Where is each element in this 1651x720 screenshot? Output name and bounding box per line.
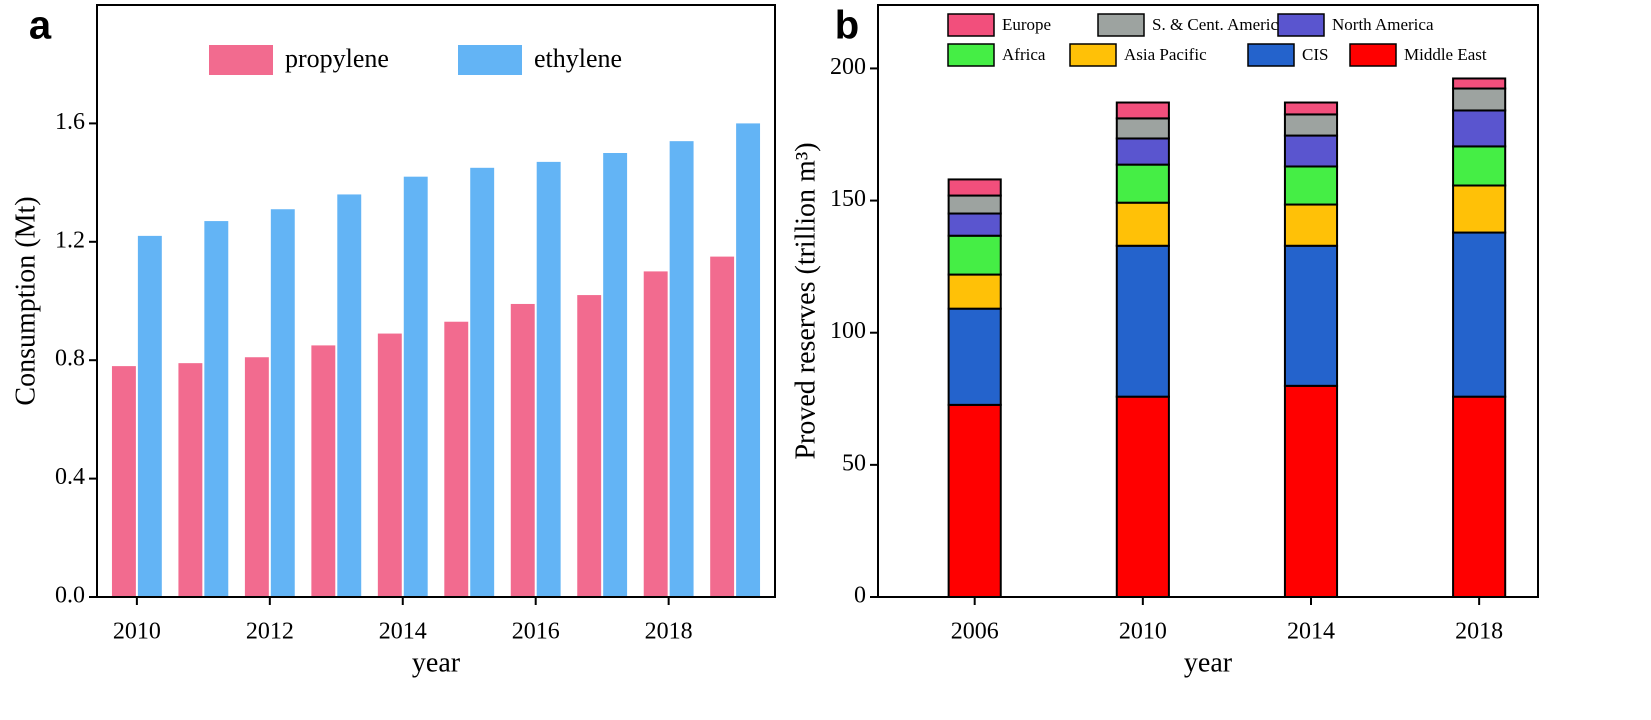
bar xyxy=(736,123,761,598)
bar-segment xyxy=(1452,77,1507,90)
panel: 0 50 100 150 200 2006 2010 2014 2018 Europe S. & C… xyxy=(790,4,1539,678)
y-tick-label: 1.6 xyxy=(55,109,85,135)
bar xyxy=(377,333,402,597)
bar-segment xyxy=(947,307,1002,406)
legend-label: ethylene xyxy=(534,44,622,73)
bar-segment xyxy=(1283,113,1339,137)
bar xyxy=(111,366,136,597)
y-tick-label: 150 xyxy=(830,186,866,212)
legend-swatch xyxy=(947,13,995,37)
bar xyxy=(710,256,735,597)
bar-segment xyxy=(1452,395,1507,598)
bar xyxy=(403,176,428,597)
x-tick-label: 2018 xyxy=(1455,619,1503,645)
y-tick-label: 200 xyxy=(830,54,866,80)
bar-segment xyxy=(1452,231,1507,398)
plot-frame xyxy=(877,4,1539,598)
legend-swatch xyxy=(1247,43,1295,67)
x-axis-title: year xyxy=(1184,647,1233,678)
legend-swatch xyxy=(1349,43,1397,67)
x-tick-label: 2016 xyxy=(512,619,560,645)
legend-label: North America xyxy=(1332,15,1434,34)
bar xyxy=(270,209,295,598)
y-axis-title: Consumption (Mt) xyxy=(10,196,41,405)
bar-segment xyxy=(1452,109,1507,148)
legend-swatch xyxy=(1069,43,1117,67)
y-tick-label: 0.4 xyxy=(55,464,85,490)
legend-label: Africa xyxy=(1002,45,1046,64)
x-tick-label: 2006 xyxy=(951,619,999,645)
plot-frame xyxy=(96,4,776,598)
bar-segment xyxy=(1283,101,1339,116)
bar-segment xyxy=(1115,137,1170,166)
bar-segment xyxy=(1115,201,1170,247)
panel: 0.0 0.4 0.8 1.2 1.6 2010 2012 2014 2016 2018 propy… xyxy=(10,4,776,678)
legend-label: Asia Pacific xyxy=(1124,45,1207,64)
bar-segment xyxy=(947,212,1002,237)
bar xyxy=(337,194,362,597)
bar-segment xyxy=(947,178,1002,197)
bar xyxy=(669,141,694,597)
x-tick-label: 2014 xyxy=(379,619,427,645)
x-tick-label: 2012 xyxy=(246,619,294,645)
bar-segment xyxy=(947,403,1002,598)
bar-segment xyxy=(1283,165,1339,206)
x-tick-label: 2010 xyxy=(113,619,161,645)
bar-segment xyxy=(1283,203,1339,247)
bar-segment xyxy=(947,194,1002,215)
y-tick-label: 1.2 xyxy=(55,227,85,253)
bar-segment xyxy=(947,234,1002,276)
bar xyxy=(470,167,495,598)
bar xyxy=(643,271,668,597)
bar-segment xyxy=(1115,395,1170,598)
legend-swatch xyxy=(209,45,273,75)
legend-swatch xyxy=(1097,13,1145,37)
bar-segment xyxy=(1452,87,1507,112)
bar xyxy=(204,221,229,597)
y-axis-title: Proved reserves (trillion m³) xyxy=(790,142,821,459)
bar xyxy=(311,345,336,597)
bar xyxy=(137,235,162,597)
bar-segment xyxy=(1283,134,1339,168)
bar xyxy=(510,303,535,597)
legend-label: CIS xyxy=(1302,45,1328,64)
bar xyxy=(603,153,628,597)
x-tick-label: 2010 xyxy=(1119,619,1167,645)
x-axis-title: year xyxy=(412,647,461,678)
bar-segment xyxy=(1452,145,1507,187)
x-tick-label: 2018 xyxy=(645,619,693,645)
bar-segment xyxy=(1115,101,1170,120)
legend-swatch xyxy=(947,43,995,67)
y-tick-label: 0.8 xyxy=(55,346,85,372)
bar-segment xyxy=(1452,184,1507,234)
bar-segment xyxy=(1115,117,1170,140)
y-tick-label: 0.0 xyxy=(55,583,85,609)
panel-label: a xyxy=(29,4,52,48)
bar xyxy=(444,321,469,597)
legend-label: Europe xyxy=(1002,15,1051,34)
bar xyxy=(244,357,269,597)
bar-segment xyxy=(1115,244,1170,398)
bar xyxy=(536,161,561,597)
bar-segment xyxy=(1283,384,1339,599)
legend-label: S. & Cent. America xyxy=(1152,15,1286,34)
y-tick-label: 50 xyxy=(842,450,866,476)
legend-swatch xyxy=(458,45,522,75)
y-tick-label: 100 xyxy=(830,318,866,344)
bar xyxy=(577,295,602,597)
legend-label: propylene xyxy=(285,44,389,73)
x-tick-label: 2014 xyxy=(1287,619,1335,645)
bar-segment xyxy=(1115,163,1170,204)
bar xyxy=(178,363,203,597)
legend-label: Middle East xyxy=(1404,45,1487,64)
bar-segment xyxy=(1283,244,1339,387)
legend-swatch xyxy=(1277,13,1325,37)
bar-segment xyxy=(947,273,1002,310)
y-tick-label: 0 xyxy=(854,583,866,609)
panel-label: b xyxy=(835,4,859,48)
